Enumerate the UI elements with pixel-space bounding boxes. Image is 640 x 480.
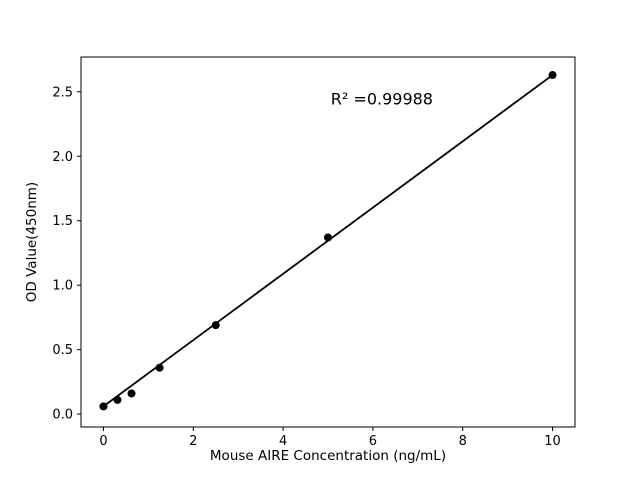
y-tick-label: 2.5 (52, 85, 73, 100)
data-point-marker (99, 402, 108, 411)
data-point-marker (113, 395, 122, 404)
x-tick-label: 6 (369, 434, 377, 449)
y-tick-label: 0.5 (52, 343, 73, 358)
data-point-marker (211, 321, 220, 330)
x-tick-label: 8 (459, 434, 467, 449)
y-axis-label: OD Value(450nm) (24, 182, 40, 302)
x-tick-label: 4 (279, 434, 287, 449)
data-point-marker (324, 233, 332, 242)
axes-frame (80, 56, 576, 428)
x-axis-label: Mouse AIRE Concentration (ng/mL) (210, 448, 446, 464)
x-tick-label: 10 (544, 434, 561, 449)
data-point-marker (127, 389, 136, 398)
data-point-marker (548, 71, 557, 80)
y-tick-label: 1.0 (52, 279, 73, 294)
r-squared-annotation: R² =0.99988 (331, 90, 433, 109)
data-point-marker (155, 363, 164, 372)
y-tick-label: 2.0 (52, 150, 73, 165)
y-tick-label: 0.0 (52, 408, 73, 423)
x-tick-label: 2 (189, 434, 197, 449)
y-tick-label: 1.5 (52, 214, 73, 229)
x-tick-label: 0 (99, 434, 107, 449)
